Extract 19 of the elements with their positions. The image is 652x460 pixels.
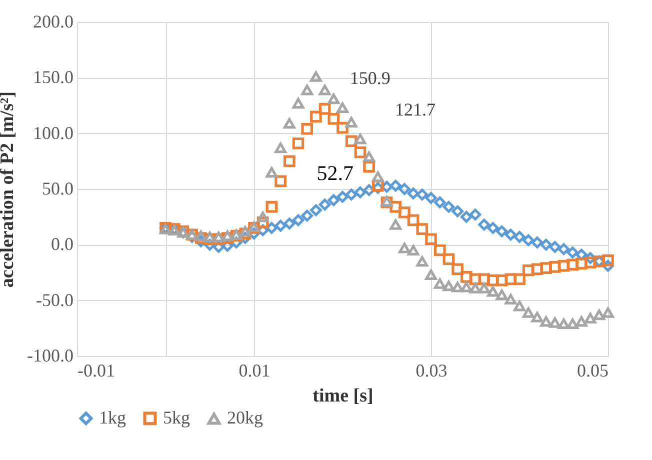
annotation: 52.7 <box>316 160 354 185</box>
legend-label: 5kg <box>163 407 190 428</box>
x-tick-label: 0.05 <box>577 360 608 380</box>
x-tick-label: 0.03 <box>416 360 448 380</box>
y-tick-label: -50.0 <box>36 290 74 310</box>
annotation: 121.7 <box>394 100 436 120</box>
x-tick-label: -0.01 <box>78 360 115 380</box>
y-tick-label: -100.0 <box>27 346 74 366</box>
y-tick-label: 50.0 <box>42 178 74 198</box>
legend-label: 20kg <box>227 408 263 428</box>
y-tick-label: 200.0 <box>33 12 74 32</box>
x-axis-title: time [s] <box>312 386 374 406</box>
y-tick-label: 150.0 <box>33 67 74 88</box>
y-tick-label: 100.0 <box>33 122 74 143</box>
x-tick-label: 0.01 <box>238 360 270 380</box>
y-tick-label: 0.0 <box>51 234 74 254</box>
y-axis-title: acceleration of P2 [m/s²] <box>0 91 18 288</box>
legend-label: 1kg <box>99 407 126 428</box>
annotation: 150.9 <box>350 68 390 88</box>
